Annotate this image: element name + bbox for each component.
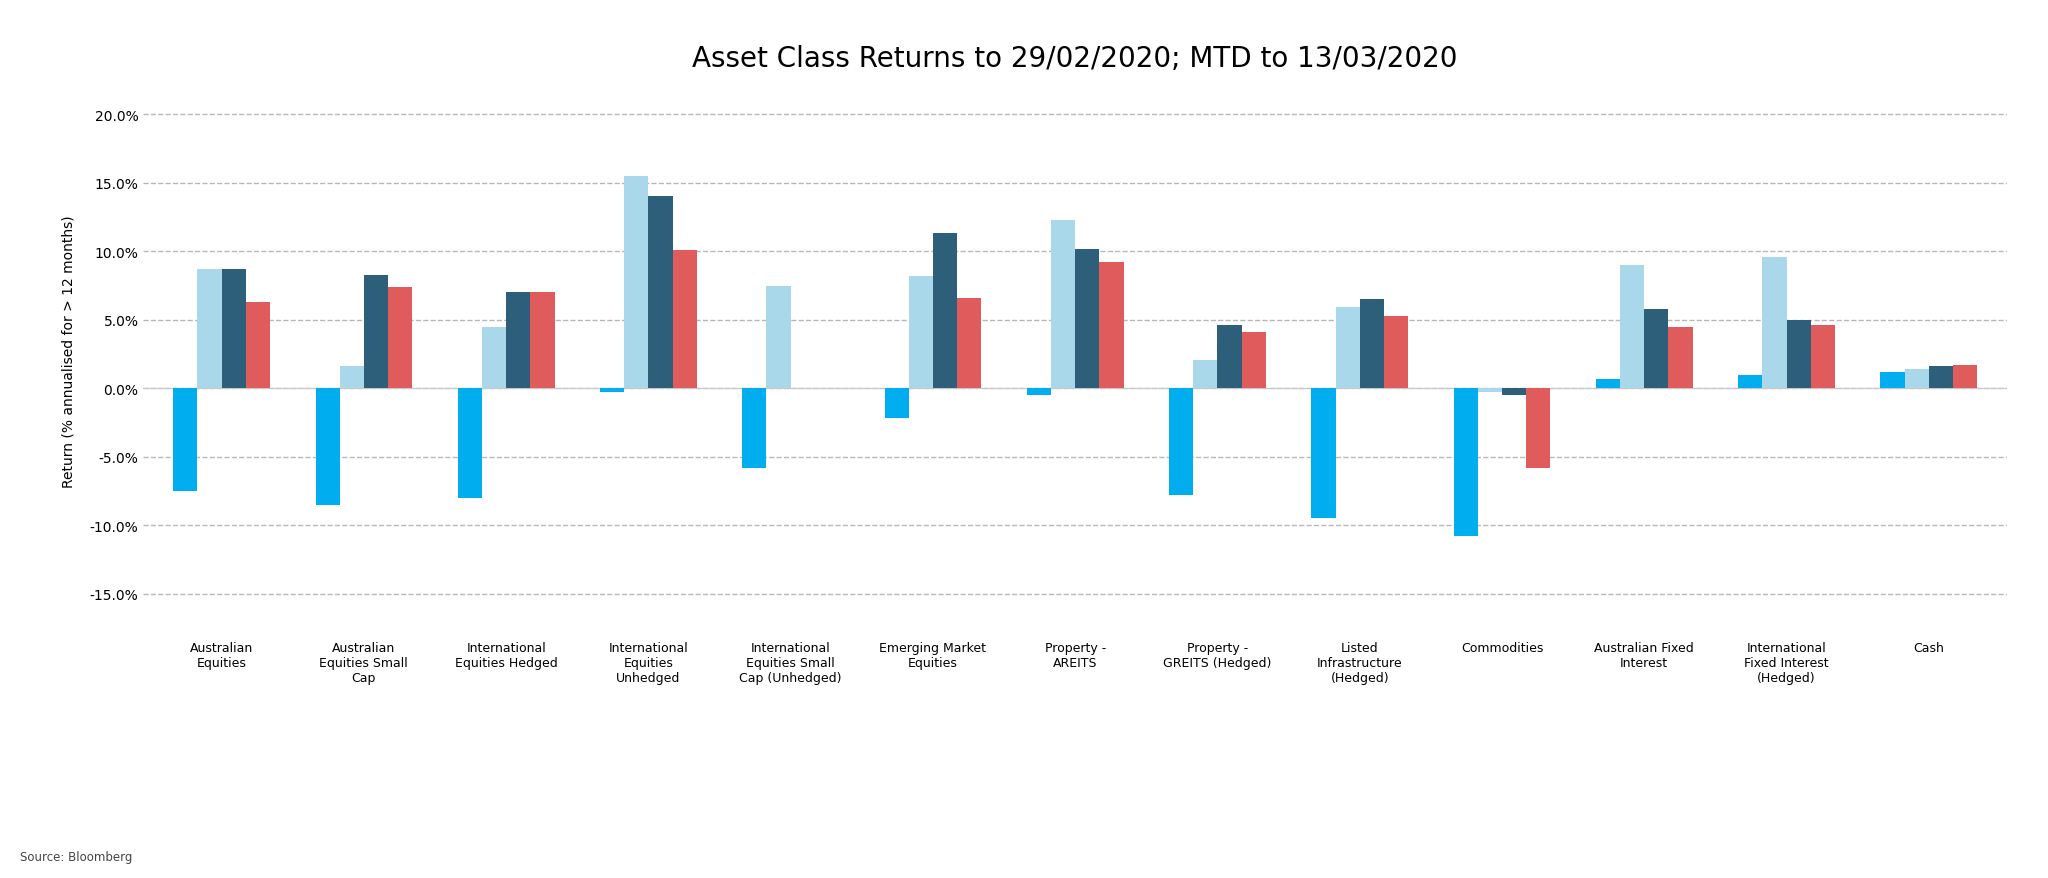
Bar: [506, 293, 530, 389]
Text: Property -
AREITS: Property - AREITS: [1044, 641, 1106, 669]
Bar: [649, 198, 672, 389]
Bar: [1786, 320, 1810, 389]
Bar: [174, 389, 197, 492]
Text: Property -
GREITS (Hedged): Property - GREITS (Hedged): [1163, 641, 1272, 669]
Bar: [1051, 220, 1075, 389]
Bar: [1311, 389, 1335, 519]
Bar: [1026, 389, 1051, 396]
Bar: [1905, 370, 1929, 389]
Bar: [934, 234, 956, 389]
Bar: [885, 389, 909, 419]
Bar: [1217, 326, 1241, 389]
Bar: [315, 389, 340, 505]
Bar: [625, 176, 649, 389]
Text: International
Fixed Interest
(Hedged): International Fixed Interest (Hedged): [1745, 641, 1829, 684]
Bar: [1241, 333, 1266, 389]
Text: Australian
Equities: Australian Equities: [190, 641, 254, 669]
Bar: [1100, 263, 1124, 389]
Bar: [1479, 389, 1501, 393]
Bar: [1739, 375, 1763, 389]
Bar: [1194, 360, 1217, 389]
Text: Source: Bloomberg: Source: Bloomberg: [20, 851, 133, 863]
Bar: [909, 277, 934, 389]
Bar: [530, 293, 555, 389]
Bar: [1810, 326, 1835, 389]
Bar: [600, 389, 625, 393]
Title: Asset Class Returns to 29/02/2020; MTD to 13/03/2020: Asset Class Returns to 29/02/2020; MTD t…: [692, 45, 1458, 73]
Bar: [1954, 365, 1976, 389]
Bar: [1763, 257, 1786, 389]
Bar: [741, 389, 766, 468]
Text: Commodities: Commodities: [1460, 641, 1544, 654]
Bar: [1526, 389, 1550, 468]
Text: International
Equities
Unhedged: International Equities Unhedged: [608, 641, 688, 684]
Bar: [1669, 327, 1692, 389]
Bar: [246, 303, 270, 389]
Bar: [1620, 266, 1645, 389]
Text: Emerging Market
Equities: Emerging Market Equities: [879, 641, 987, 669]
Text: Australian Fixed
Interest: Australian Fixed Interest: [1595, 641, 1694, 669]
Bar: [481, 327, 506, 389]
Y-axis label: Return (% annualised for > 12 months): Return (% annualised for > 12 months): [61, 215, 76, 487]
Bar: [340, 367, 365, 389]
Bar: [197, 270, 221, 389]
Bar: [387, 288, 412, 389]
Text: Cash: Cash: [1913, 641, 1944, 654]
Text: International
Equities Hedged: International Equities Hedged: [455, 641, 557, 669]
Bar: [1335, 308, 1360, 389]
Bar: [1169, 389, 1194, 495]
Bar: [221, 270, 246, 389]
Bar: [459, 389, 481, 499]
Bar: [1501, 389, 1526, 396]
Bar: [365, 276, 387, 389]
Text: Listed
Infrastructure
(Hedged): Listed Infrastructure (Hedged): [1317, 641, 1403, 684]
Bar: [1360, 300, 1384, 389]
Bar: [1595, 379, 1620, 389]
Text: Australian
Equities Small
Cap: Australian Equities Small Cap: [319, 641, 408, 684]
Bar: [1454, 389, 1479, 536]
Bar: [956, 299, 981, 389]
Text: International
Equities Small
Cap (Unhedged): International Equities Small Cap (Unhedg…: [739, 641, 842, 684]
Bar: [672, 250, 696, 389]
Bar: [766, 286, 791, 389]
Bar: [1645, 309, 1669, 389]
Bar: [1880, 372, 1905, 389]
Bar: [1384, 316, 1409, 389]
Bar: [1075, 249, 1100, 389]
Bar: [1929, 367, 1954, 389]
